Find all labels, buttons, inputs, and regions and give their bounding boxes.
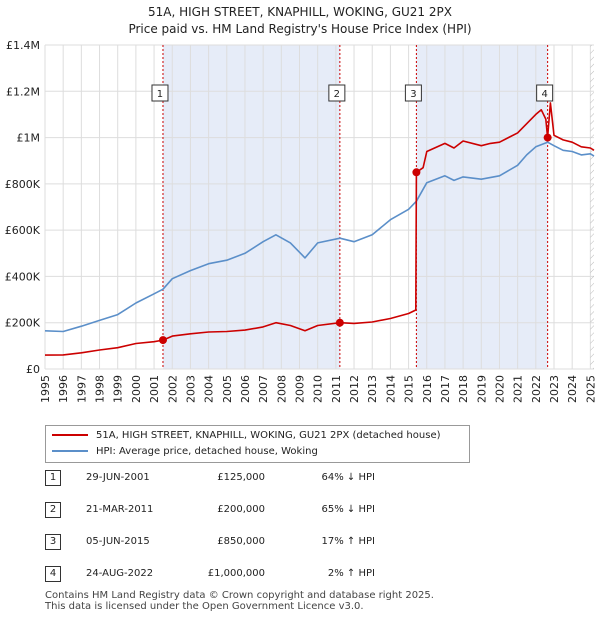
sale-price: £200,000 (217, 504, 265, 515)
sale-number-badge: 2 (45, 502, 61, 518)
x-tick-label: 2021 (512, 375, 525, 403)
x-tick-label: 2018 (457, 375, 470, 403)
x-tick-label: 2023 (548, 375, 561, 403)
x-tick-label: 2004 (203, 375, 216, 403)
chart-subtitle: Price paid vs. HM Land Registry's House … (128, 22, 472, 36)
x-tick-label: 2001 (148, 375, 161, 403)
y-tick-label: £200K (5, 317, 41, 330)
x-tick-label: 2006 (239, 375, 252, 403)
sale-point (158, 336, 167, 345)
sale-point (412, 168, 421, 177)
y-tick-label: £400K (5, 270, 41, 283)
footer-licence: This data is licensed under the Open Gov… (45, 601, 364, 612)
footer: Contains HM Land Registry data © Crown c… (45, 590, 434, 612)
legend-item-property: 51A, HIGH STREET, KNAPHILL, WOKING, GU21… (52, 428, 441, 444)
y-tick-label: £800K (5, 178, 41, 191)
chart-title-line1: 51A, HIGH STREET, KNAPHILL, WOKING, GU21… (148, 5, 452, 19)
x-tick-label: 2022 (530, 375, 543, 403)
sale-price: £125,000 (217, 472, 265, 483)
series-line-property (44, 102, 595, 356)
sale-marker-box (404, 84, 422, 102)
sale-marker-label: 2 (334, 89, 340, 100)
sale-number-badge: 3 (45, 534, 61, 550)
x-tick-label: 1996 (57, 375, 70, 403)
x-tick-label: 2017 (439, 375, 452, 403)
legend-swatch-property (52, 434, 88, 436)
y-tick-label: £600K (5, 224, 41, 237)
x-tick-label: 2010 (312, 375, 325, 403)
chart-legend: 51A, HIGH STREET, KNAPHILL, WOKING, GU21… (45, 425, 470, 463)
x-tick-label: 2019 (475, 375, 488, 403)
x-tick-label: 2020 (493, 375, 506, 403)
x-tick-label: 2005 (221, 375, 234, 403)
sale-hpi-diff: 65% ↓ HPI (321, 504, 375, 515)
x-tick-label: 2013 (366, 375, 379, 403)
sale-date: 24-AUG-2022 (86, 568, 154, 579)
series-line-hpi (44, 141, 595, 333)
legend-item-hpi: HPI: Average price, detached house, Woki… (52, 444, 318, 460)
x-tick-label: 1997 (75, 375, 88, 403)
chart-title: 51A, HIGH STREET, KNAPHILL, WOKING, GU21… (0, 4, 600, 38)
x-tick-label: 2015 (403, 375, 416, 403)
x-tick-label: 1999 (112, 375, 125, 403)
sale-date: 05-JUN-2015 (86, 536, 150, 547)
y-tick-label: £1.4M (6, 39, 40, 52)
sale-point (335, 318, 344, 327)
sale-marker-box (536, 84, 554, 102)
sale-price: £850,000 (217, 536, 265, 547)
sale-marker-box (151, 84, 169, 102)
sale-date: 29-JUN-2001 (86, 472, 150, 483)
y-tick-label: £1.2M (6, 85, 40, 98)
x-tick-label: 2002 (166, 375, 179, 403)
sale-point (543, 133, 552, 142)
x-tick-label: 2011 (330, 375, 343, 403)
footer-copyright: Contains HM Land Registry data © Crown c… (45, 590, 434, 601)
x-tick-label: 2007 (257, 375, 270, 403)
sale-hpi-diff: 17% ↑ HPI (321, 536, 375, 547)
sale-marker-label: 4 (541, 89, 547, 100)
sale-hpi-diff: 64% ↓ HPI (321, 472, 375, 483)
shaded-period (162, 45, 340, 369)
x-tick-label: 2024 (566, 375, 579, 403)
x-tick-label: 2016 (421, 375, 434, 403)
y-tick-label: £0 (26, 363, 40, 376)
legend-swatch-hpi (52, 450, 88, 452)
sale-marker-box (328, 84, 346, 102)
x-tick-label: 2000 (130, 375, 143, 403)
sale-number-badge: 4 (45, 566, 61, 582)
x-tick-label: 2012 (348, 375, 361, 403)
legend-label-property: 51A, HIGH STREET, KNAPHILL, WOKING, GU21… (96, 430, 441, 441)
sale-marker-label: 1 (157, 89, 163, 100)
shaded-period (416, 45, 548, 369)
x-tick-label: 2014 (384, 375, 397, 403)
x-tick-label: 2003 (184, 375, 197, 403)
legend-label-hpi: HPI: Average price, detached house, Woki… (96, 446, 318, 457)
forecast-hatch (590, 45, 594, 369)
x-tick-label: 2008 (275, 375, 288, 403)
y-tick-label: £1M (17, 132, 41, 145)
x-tick-label: 1998 (94, 375, 107, 403)
x-tick-label: 2025 (584, 375, 597, 403)
sale-date: 21-MAR-2011 (86, 504, 154, 515)
sale-number-badge: 1 (45, 470, 61, 486)
sale-hpi-diff: 2% ↑ HPI (327, 568, 375, 579)
x-tick-label: 1995 (39, 375, 52, 403)
sale-marker-label: 3 (410, 89, 416, 100)
x-tick-label: 2009 (294, 375, 307, 403)
sale-price: £1,000,000 (207, 568, 265, 579)
